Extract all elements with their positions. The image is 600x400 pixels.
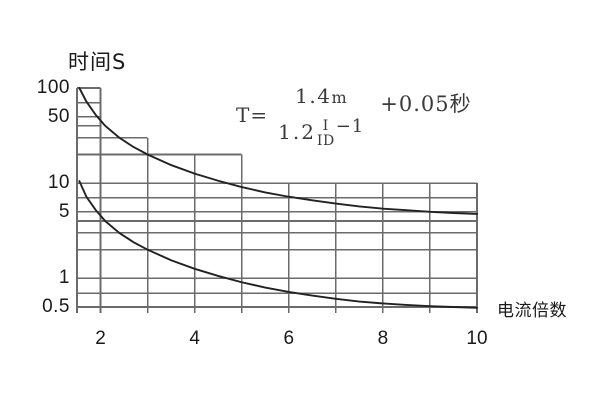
formula-numerator-var: m bbox=[331, 88, 348, 107]
x-axis-tick-label: 6 bbox=[283, 328, 295, 349]
formula-tail: +0.05秒 bbox=[380, 92, 472, 117]
formula-denominator: 1.2 I ID −1 bbox=[278, 116, 365, 148]
y-axis-tick-label: 5 bbox=[58, 200, 70, 222]
formula-fraction: 1.4m 1.2 I ID −1 bbox=[272, 84, 370, 148]
x-axis-tick-label: 2 bbox=[95, 328, 106, 349]
formula-numerator-value: 1.4 bbox=[295, 84, 332, 108]
y-axis-tick-label: 0.5 bbox=[42, 296, 70, 317]
x-axis-tick-label: 8 bbox=[377, 328, 389, 349]
formula-exponent: I ID bbox=[316, 119, 336, 148]
formula-annotation: T= 1.4m 1.2 I ID −1 +0.05秒 bbox=[236, 84, 472, 148]
formula-numerator: 1.4m bbox=[295, 84, 347, 117]
x-axis-tick-label: 4 bbox=[189, 328, 200, 349]
y-axis-tick-label: 100 bbox=[36, 77, 70, 98]
formula-lhs: T= bbox=[236, 103, 269, 128]
y-axis-tick-label: 1 bbox=[58, 267, 70, 289]
formula-minus-one: −1 bbox=[335, 116, 365, 138]
upper-curve bbox=[78, 87, 478, 215]
y-axis-title: 时间S bbox=[68, 50, 127, 74]
y-axis-tick-label: 50 bbox=[47, 105, 70, 127]
y-axis-tick-label: 10 bbox=[47, 172, 70, 194]
grid-lines bbox=[76, 87, 478, 313]
x-axis-tick-label: 10 bbox=[466, 328, 488, 349]
lower-curve bbox=[78, 180, 478, 309]
formula-exponent-numerator: I bbox=[322, 118, 329, 134]
curve-lines bbox=[78, 87, 478, 309]
formula-exponent-denominator: ID bbox=[316, 132, 335, 149]
formula-denominator-base: 1.2 bbox=[278, 119, 316, 144]
x-axis-title: 电流倍数 bbox=[497, 301, 567, 321]
